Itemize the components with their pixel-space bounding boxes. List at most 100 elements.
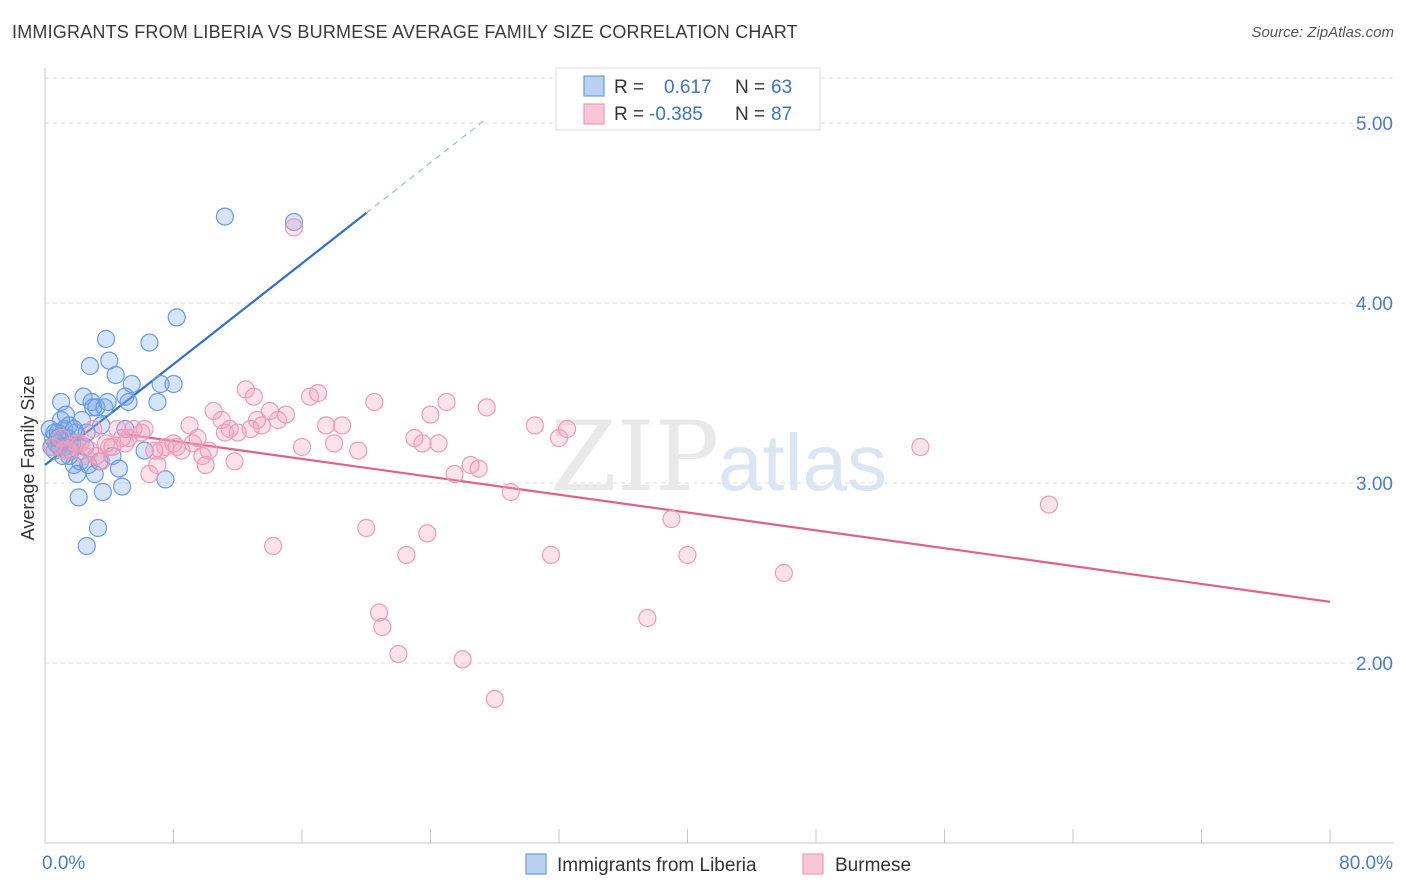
burmese-point <box>1039 495 1059 514</box>
y-axis-title: Average Family Size <box>18 376 38 541</box>
burmese-point <box>188 428 207 448</box>
burmese-point <box>96 434 116 453</box>
liberia-point <box>95 398 114 417</box>
legend-bottom-label-liberia: Immigrants from Liberia <box>557 855 757 876</box>
legend-n-value-1: 63 <box>771 77 792 98</box>
liberia-trend-extension <box>365 118 488 214</box>
burmese-point <box>292 437 312 457</box>
liberia-point <box>151 374 170 394</box>
liberia-point <box>135 441 154 460</box>
liberia-point <box>106 365 125 385</box>
burmese-point <box>148 455 167 475</box>
burmese-point <box>71 434 90 453</box>
liberia-point <box>122 374 141 394</box>
y-tick-label: 3.00 <box>1356 474 1393 495</box>
burmese-point <box>252 416 271 435</box>
liberia-point <box>109 459 128 478</box>
burmese-point <box>84 419 103 439</box>
burmese-point <box>357 518 376 538</box>
liberia-point <box>69 488 88 507</box>
legend-r-label-2: R = <box>614 104 644 125</box>
burmese-point <box>418 524 437 543</box>
burmese-point <box>263 536 283 556</box>
burmese-point <box>541 545 561 565</box>
burmese-point <box>119 428 138 448</box>
trend-lines <box>44 118 1331 603</box>
legend-n-label-2: N = <box>735 104 765 125</box>
correlation-legend: R = 0.617 N = 63 R = -0.385 N = 87 <box>555 67 821 131</box>
scatter-points <box>40 207 1059 709</box>
burmese-point <box>501 482 520 502</box>
grid-lines <box>45 77 1393 664</box>
burmese-point <box>557 419 577 439</box>
liberia-point <box>112 477 132 496</box>
burmese-point <box>308 383 328 403</box>
burmese-point <box>349 441 368 460</box>
burmese-point <box>413 434 432 453</box>
burmese-point <box>678 545 697 565</box>
burmese-point <box>461 455 480 475</box>
liberia-point <box>88 518 108 538</box>
liberia-point <box>148 392 167 412</box>
burmese-point <box>365 392 384 412</box>
burmese-point <box>145 441 164 460</box>
burmese-point <box>284 218 304 237</box>
x-tick-label: 80.0% <box>1339 853 1393 874</box>
burmese-point <box>276 405 296 424</box>
burmese-point <box>638 608 657 628</box>
legend-bottom-label-burmese: Burmese <box>835 855 911 876</box>
burmese-point <box>80 441 100 460</box>
burmese-trend-line <box>125 433 1331 603</box>
y-tick-label: 5.00 <box>1356 114 1393 135</box>
burmese-point <box>325 434 344 453</box>
burmese-point <box>244 387 263 406</box>
liberia-point <box>140 333 159 352</box>
liberia-point <box>56 405 75 424</box>
legend-swatch-burmese <box>583 103 605 125</box>
liberia-point <box>284 212 304 232</box>
burmese-point <box>333 416 352 435</box>
burmese-point <box>112 428 132 448</box>
burmese-point <box>477 398 496 417</box>
liberia-point <box>96 329 116 349</box>
axes <box>44 68 1393 844</box>
liberia-point <box>164 374 183 394</box>
burmese-point <box>316 416 336 435</box>
liberia-point <box>77 536 96 556</box>
liberia-point <box>80 356 100 376</box>
watermark-atlas: atlas <box>718 418 887 507</box>
y-tick-label: 2.00 <box>1356 654 1393 675</box>
burmese-point <box>911 437 930 457</box>
burmese-point <box>92 452 111 471</box>
burmese-point <box>247 410 267 430</box>
burmese-point <box>437 392 456 412</box>
liberia-point <box>215 207 234 226</box>
watermark-zip: ZIP <box>550 401 719 513</box>
burmese-point <box>370 603 389 622</box>
watermark: ZIP atlas <box>550 401 887 513</box>
legend-swatch-liberia <box>583 75 605 97</box>
y-tick-label: 4.00 <box>1356 294 1393 315</box>
burmese-point <box>429 434 448 453</box>
liberia-point <box>119 392 138 412</box>
burmese-point <box>525 416 545 435</box>
liberia-point <box>98 392 117 412</box>
legend-n-value-2: 87 <box>771 104 792 125</box>
burmese-point <box>135 419 154 439</box>
burmese-point <box>215 423 234 442</box>
legend-r-value-1: 0.617 <box>664 77 712 98</box>
x-tick-label: 0.0% <box>42 853 85 874</box>
liberia-point <box>93 482 112 502</box>
burmese-point <box>55 441 74 460</box>
burmese-point <box>485 689 504 709</box>
chart-title: IMMIGRANTS FROM LIBERIA VS BURMESE AVERA… <box>12 22 798 42</box>
legend-r-value-2: -0.385 <box>649 104 703 125</box>
burmese-point <box>389 644 408 664</box>
liberia-point <box>167 308 186 327</box>
legend-n-label-1: N = <box>735 77 765 98</box>
burmese-point <box>225 452 244 471</box>
burmese-point <box>774 563 793 583</box>
burmese-point <box>397 545 416 565</box>
burmese-point <box>445 464 464 484</box>
series-legend: Immigrants from Liberia Burmese <box>525 853 911 876</box>
